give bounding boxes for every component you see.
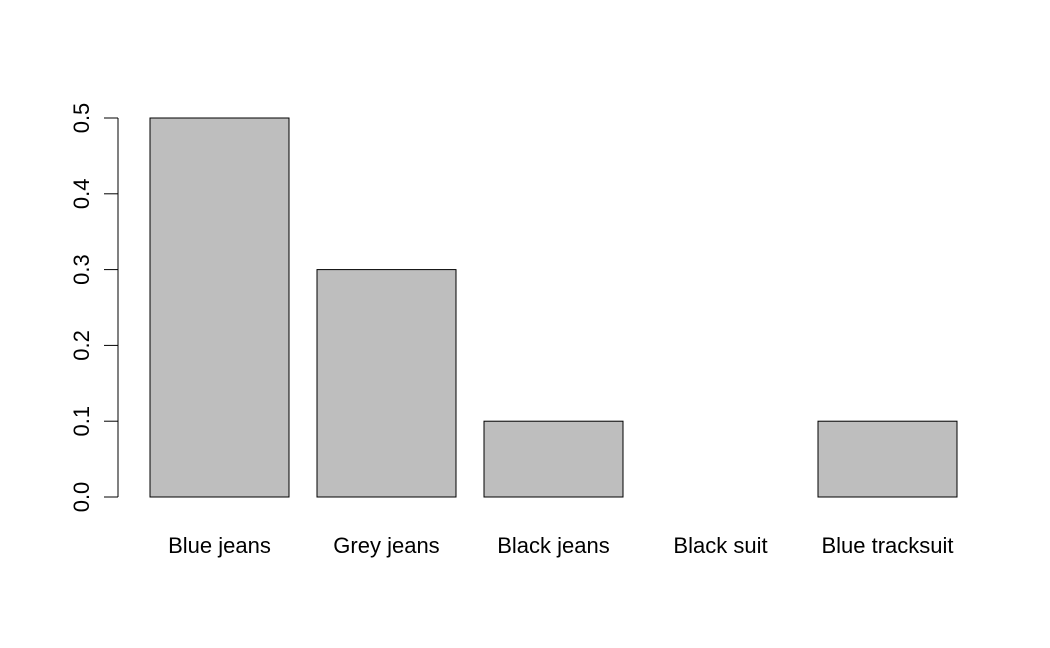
bar (483, 420, 624, 498)
x-category-label: Blue jeans (168, 533, 271, 558)
x-category-label: Grey jeans (333, 533, 439, 558)
y-axis: 0.0 0.1 0.2 0.3 0.4 0.5 (69, 103, 119, 513)
bars (149, 117, 958, 498)
y-tick-label: 0.1 (69, 406, 94, 437)
y-tick-label: 0.0 (69, 482, 94, 513)
bar (817, 420, 958, 498)
bar (316, 269, 457, 498)
y-tick-label: 0.2 (69, 330, 94, 361)
x-category-label: Blue tracksuit (821, 533, 953, 558)
bar (149, 117, 290, 498)
y-tick-label: 0.4 (69, 179, 94, 210)
y-tick-label: 0.5 (69, 103, 94, 134)
x-axis-labels: Blue jeans Grey jeans Black jeans Black sui… (168, 533, 953, 558)
x-category-label: Black jeans (497, 533, 610, 558)
x-category-label: Black suit (673, 533, 767, 558)
y-tick-label: 0.3 (69, 254, 94, 285)
